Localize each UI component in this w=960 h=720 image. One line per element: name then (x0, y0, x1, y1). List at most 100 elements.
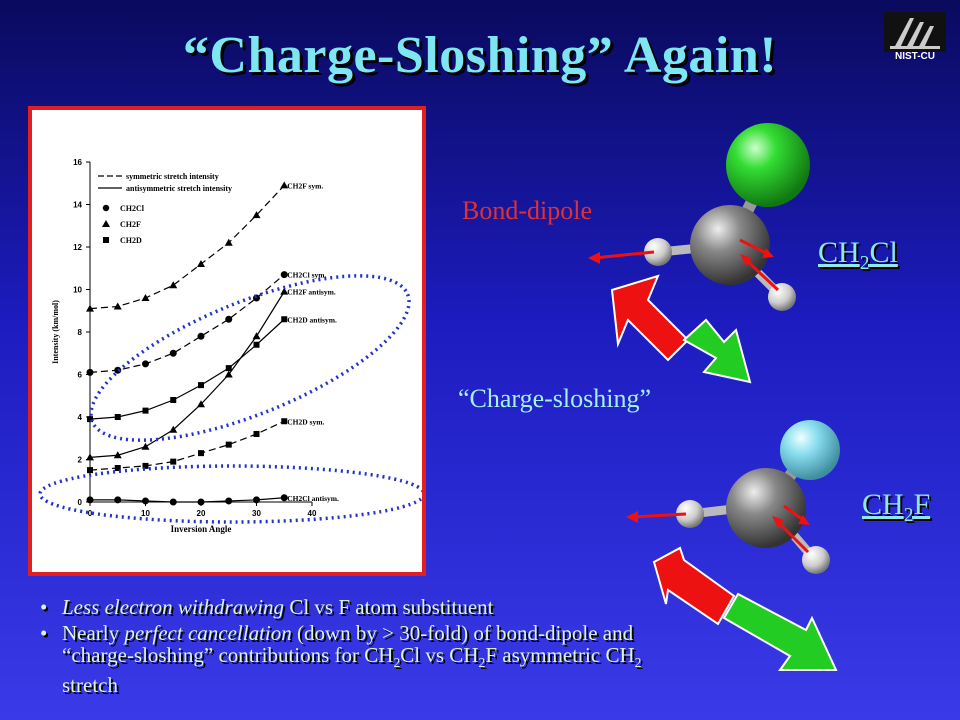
data-point (280, 287, 289, 295)
bond-dipole-label: Bond-dipole (462, 196, 592, 225)
logo-text: NIST-CU (895, 51, 935, 62)
legend-marker (102, 204, 110, 212)
data-point (114, 465, 121, 471)
data-point (253, 341, 260, 348)
legend-label: antisymmetric stretch intensity (126, 184, 232, 193)
x-tick-label: 10 (141, 509, 150, 518)
data-point (198, 450, 204, 457)
data-point (252, 211, 261, 219)
series-line (90, 497, 285, 503)
series-label: CH2D sym. (287, 417, 324, 426)
y-tick-label: 4 (78, 413, 83, 422)
data-point (225, 441, 232, 448)
charge-sloshing-label: “Charge-sloshing” (458, 384, 652, 413)
y-axis-label: Intensity (km/mol) (51, 300, 60, 364)
legend-marker (102, 220, 110, 227)
ch2f-label: CH2F (862, 488, 931, 526)
data-point (169, 349, 177, 357)
legend-label: CH2D (120, 236, 142, 245)
data-point (225, 315, 233, 323)
data-point (197, 498, 205, 506)
data-point (224, 370, 233, 378)
chart-panel: 0 2 4 6 8 10 12 14 16 0 10 20 30 40 Inversion Angle Int… (28, 106, 426, 576)
ch2cl-molecule (588, 123, 810, 311)
logo-icon (884, 12, 946, 52)
data-point (141, 442, 150, 450)
data-point (142, 407, 149, 414)
bullet-item: • Nearly perfect cancellation (down by >… (40, 621, 642, 698)
series-label: CH2Cl sym. (287, 271, 326, 280)
series-label: CH2Cl antisym. (287, 494, 339, 503)
series-line (89, 420, 285, 471)
hydrogen-atom (768, 283, 796, 311)
data-point (114, 414, 121, 420)
data-point (142, 462, 149, 469)
slide-title: “Charge-Sloshing” Again! (182, 27, 778, 84)
data-point (224, 238, 233, 246)
legend-marker (103, 237, 109, 243)
data-point (86, 453, 94, 461)
data-point (142, 360, 149, 368)
y-tick-label: 6 (78, 371, 83, 380)
x-tick-label: 0 (88, 509, 93, 518)
highlight-ellipse (38, 464, 422, 524)
y-tick-label: 10 (73, 286, 82, 295)
bullet-rest: Cl vs F atom substituent (284, 595, 494, 619)
ch2cl-label: CH2Cl (818, 236, 898, 274)
hydrogen-atom (802, 546, 830, 574)
series-label: CH2D antisym. (287, 315, 337, 324)
y-tick-label: 8 (78, 328, 83, 337)
legend-label: symmetric stretch intensity (126, 172, 219, 181)
data-point (87, 416, 93, 423)
red-arrow-upper (610, 274, 690, 362)
data-point (225, 497, 233, 505)
data-point (170, 458, 177, 465)
data-point (281, 418, 288, 425)
data-point (280, 271, 288, 279)
bullet-item: • Less electron withdrawing Cl vs F atom… (40, 595, 494, 619)
bullet-prefix: Nearly (62, 621, 125, 645)
data-point (142, 497, 149, 505)
data-point (197, 332, 205, 340)
data-point (280, 494, 288, 502)
data-point (253, 496, 260, 504)
y-tick-label: 0 (78, 498, 83, 507)
data-point (87, 467, 93, 474)
data-point (113, 302, 122, 310)
green-arrow-lower (722, 592, 838, 671)
data-point (141, 294, 150, 301)
data-point (197, 400, 205, 408)
data-point (225, 365, 232, 372)
data-point (86, 496, 94, 504)
hydrogen-atom (644, 238, 672, 266)
bullet-emph: perfect cancellation (124, 621, 292, 645)
y-tick-label: 14 (73, 201, 82, 210)
x-tick-label: 40 (308, 509, 317, 518)
data-point (169, 498, 177, 506)
carbon-atom (690, 205, 770, 285)
nist-cu-logo: NIST-CU (884, 12, 946, 62)
highlight-ellipse (89, 274, 411, 442)
data-point (114, 496, 122, 504)
series-line (89, 274, 285, 373)
data-point (197, 260, 205, 267)
data-point (86, 304, 94, 312)
data-point (113, 451, 122, 459)
bullet-rest: (down by > 30-fold) of bond-dipole and “… (62, 621, 642, 698)
data-point (253, 431, 260, 437)
y-tick-label: 12 (73, 243, 82, 252)
data-point (281, 316, 288, 323)
bullet-emph: Less electron withdrawing (62, 595, 285, 619)
series-label: CH2F antisym. (287, 288, 336, 297)
green-arrow-upper (682, 318, 752, 384)
legend-label: CH2F (120, 220, 141, 229)
chlorine-atom (726, 123, 810, 207)
bullet-list: • Less electron withdrawing Cl vs F atom… (34, 596, 674, 700)
data-point (170, 397, 177, 403)
y-tick-label: 16 (73, 158, 82, 167)
data-point (198, 382, 204, 389)
data-point (86, 368, 94, 376)
data-point (253, 294, 260, 302)
x-tick-label: 20 (197, 509, 206, 518)
series-label: CH2F sym. (287, 181, 323, 190)
